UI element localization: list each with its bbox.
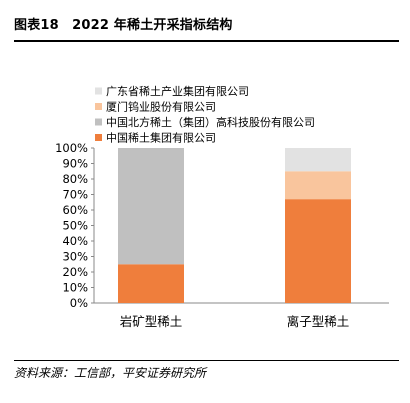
source-note: 资料来源：工信部，平安证券研究所 bbox=[14, 366, 207, 380]
source-divider bbox=[14, 360, 399, 361]
figure-title: 图表18 2022 年稀土开采指标结构 bbox=[14, 18, 233, 33]
bar-segment bbox=[285, 199, 351, 303]
y-tick-label: 0% bbox=[70, 296, 88, 310]
figure-header: 图表18 2022 年稀土开采指标结构 bbox=[0, 0, 410, 40]
legend-swatch bbox=[95, 134, 102, 141]
y-tick-label: 30% bbox=[62, 250, 88, 264]
title-divider bbox=[14, 40, 399, 42]
y-tick-label: 60% bbox=[62, 203, 88, 217]
y-tick-label: 10% bbox=[62, 281, 88, 295]
y-tick-label: 20% bbox=[62, 265, 88, 279]
y-tick-label: 80% bbox=[62, 172, 88, 186]
y-tick-label: 90% bbox=[62, 157, 88, 171]
legend-swatch bbox=[95, 103, 102, 110]
bar-segment bbox=[118, 264, 184, 303]
y-tick-label: 100% bbox=[55, 141, 88, 155]
bar-segment bbox=[285, 148, 351, 172]
legend-swatch bbox=[95, 87, 102, 95]
y-tick-label: 50% bbox=[62, 219, 88, 233]
y-tick-label: 70% bbox=[62, 188, 88, 202]
legend-label: 厦门钨业股份有限公司 bbox=[106, 100, 216, 114]
legend-swatch bbox=[95, 118, 102, 126]
y-tick-label: 40% bbox=[62, 234, 88, 248]
bar-segment bbox=[285, 171, 351, 200]
stacked-bar-chart: 广东省稀土产业集团有限公司厦门钨业股份有限公司中国北方稀土（集团）高科技股份有限… bbox=[55, 84, 389, 329]
x-category-label: 离子型稀土 bbox=[287, 314, 350, 329]
x-category-label: 岩矿型稀土 bbox=[120, 314, 183, 329]
legend-label: 中国北方稀土（集团）高科技股份有限公司 bbox=[106, 115, 315, 129]
legend-label: 广东省稀土产业集团有限公司 bbox=[106, 84, 249, 98]
legend-label: 中国稀土集团有限公司 bbox=[106, 131, 216, 145]
bar-segment bbox=[118, 148, 184, 265]
